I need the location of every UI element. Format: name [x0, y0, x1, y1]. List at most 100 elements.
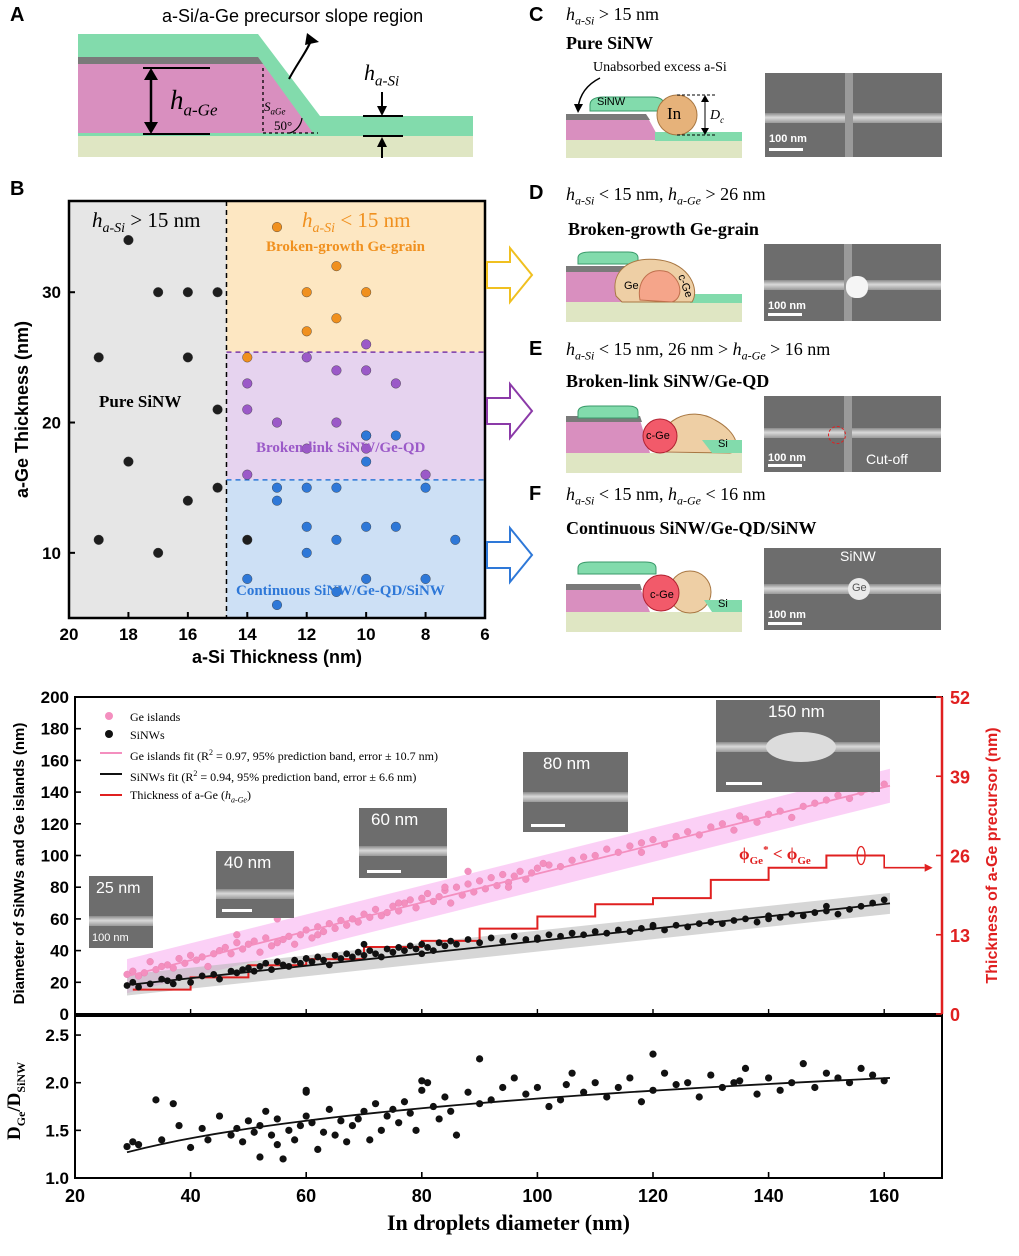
region-label-pure: Pure SiNW — [99, 392, 182, 411]
d-cge-label: c-Ge — [675, 272, 695, 300]
sinw-point — [869, 899, 877, 907]
sinw-point — [557, 932, 564, 940]
sinw-point — [216, 975, 223, 983]
ge-island-point — [406, 896, 414, 904]
inset-60nm: 60 nm — [359, 808, 447, 878]
ge-island-point — [753, 818, 761, 826]
inset-25nm: 25 nm 100 nm — [89, 876, 153, 948]
ge-island-point — [296, 931, 305, 939]
phase-point — [272, 417, 283, 428]
ratio-point — [776, 1086, 784, 1094]
sinw-point — [337, 955, 345, 962]
ratio-point — [296, 1121, 305, 1130]
phase-point — [272, 222, 283, 233]
ratio-point — [267, 1131, 276, 1139]
ge-island-point — [175, 954, 183, 963]
schematic-d — [566, 251, 742, 322]
sinw-point — [331, 951, 339, 959]
ratio-point — [256, 1121, 264, 1130]
phase-point — [242, 404, 253, 415]
ratio-point — [545, 1102, 553, 1111]
ratio-point — [614, 1083, 622, 1092]
phase-point — [331, 482, 342, 493]
y-tick-label-bottom: 1.5 — [45, 1121, 69, 1140]
ge-island-point — [481, 885, 489, 893]
phase-point — [390, 521, 401, 532]
sinw-point — [256, 963, 264, 970]
ratio-point — [660, 1069, 669, 1077]
sinw-point — [198, 972, 206, 980]
ratio-point — [152, 1096, 160, 1104]
sinw-point — [510, 932, 518, 940]
ratio-point — [418, 1077, 426, 1085]
ge-island-point — [764, 810, 773, 818]
f-condition: ha-Si < 15 nm, ha-Ge < 16 nm — [566, 484, 766, 508]
sinw-point — [811, 909, 819, 916]
ratio-point — [533, 1083, 542, 1092]
sem-image-c: 100 nm — [765, 73, 942, 157]
y2-tick-label: 52 — [950, 688, 970, 708]
sem-image-d: 100 nm — [764, 244, 941, 321]
sinw-point — [476, 939, 483, 947]
ratio-point — [869, 1071, 877, 1079]
ge-island-point — [637, 848, 646, 856]
phase-point — [212, 482, 223, 493]
ge-island-point — [262, 934, 270, 942]
ge-island-point — [204, 962, 212, 971]
sem-scale-e: 100 nm — [768, 452, 806, 464]
ratio-point — [626, 1074, 634, 1082]
ge-island-point — [360, 910, 368, 918]
x-tick-label-bottom: 40 — [181, 1186, 201, 1206]
ge-island-point — [273, 939, 281, 947]
sinw-point — [279, 961, 287, 969]
legend-ge-fit: Ge islands fit (R2 = 0.97, 95% predictio… — [100, 744, 438, 765]
y-tick-label-bottom: 2.0 — [45, 1074, 69, 1093]
sinw-point — [707, 918, 715, 926]
ratio-point — [169, 1100, 177, 1108]
x-tick-label-b: 10 — [357, 625, 376, 644]
ratio-point — [499, 1083, 507, 1092]
sem-ge-f: Ge — [852, 582, 867, 594]
panel-letter-d: D — [529, 182, 544, 204]
sem-image-f: SiNW Ge 100 nm — [764, 548, 941, 630]
ge-island-point — [198, 953, 206, 961]
ge-island-point — [522, 875, 530, 883]
ratio-point — [227, 1131, 235, 1139]
ratio-point — [239, 1138, 247, 1146]
y-tick-label-top: 120 — [41, 815, 69, 834]
ratio-point — [765, 1074, 773, 1082]
phase-point — [331, 534, 342, 545]
legend-sinw-fit: SiNWs fit (R2 = 0.94, 95% prediction ban… — [100, 765, 438, 786]
sinw-point — [297, 959, 304, 967]
phase-point — [390, 430, 401, 441]
phase-point — [272, 482, 283, 493]
sinw-point — [291, 956, 299, 964]
ge-island-point — [221, 943, 229, 952]
sinw-point — [435, 939, 443, 947]
phase-point — [361, 339, 372, 350]
ratio-point — [753, 1090, 761, 1098]
sinw-point — [349, 953, 356, 961]
ge-island-point — [250, 937, 258, 945]
sinw-point — [753, 918, 761, 926]
inset-40nm: 40 nm — [216, 851, 294, 918]
ratio-point — [649, 1050, 657, 1058]
phase-point — [361, 365, 372, 376]
ratio-point — [487, 1096, 495, 1104]
sinw-point — [788, 910, 796, 918]
legend-ge-islands: Ge islands — [100, 708, 438, 726]
sinw-point — [250, 967, 258, 975]
sinw-point — [412, 945, 420, 953]
phase-point — [361, 456, 372, 467]
sinw-point — [487, 934, 495, 942]
ratio-point — [285, 1126, 293, 1134]
sinw-point — [695, 920, 703, 928]
ge-island-point — [545, 861, 553, 869]
ge-island-point — [239, 945, 247, 953]
sinw-point — [377, 953, 385, 961]
ratio-point — [603, 1093, 611, 1101]
x-tick-label-b: 18 — [119, 625, 138, 644]
sinw-point — [534, 934, 541, 942]
ratio-point — [672, 1081, 680, 1089]
sem-cutoff-e: Cut-off — [866, 451, 908, 467]
